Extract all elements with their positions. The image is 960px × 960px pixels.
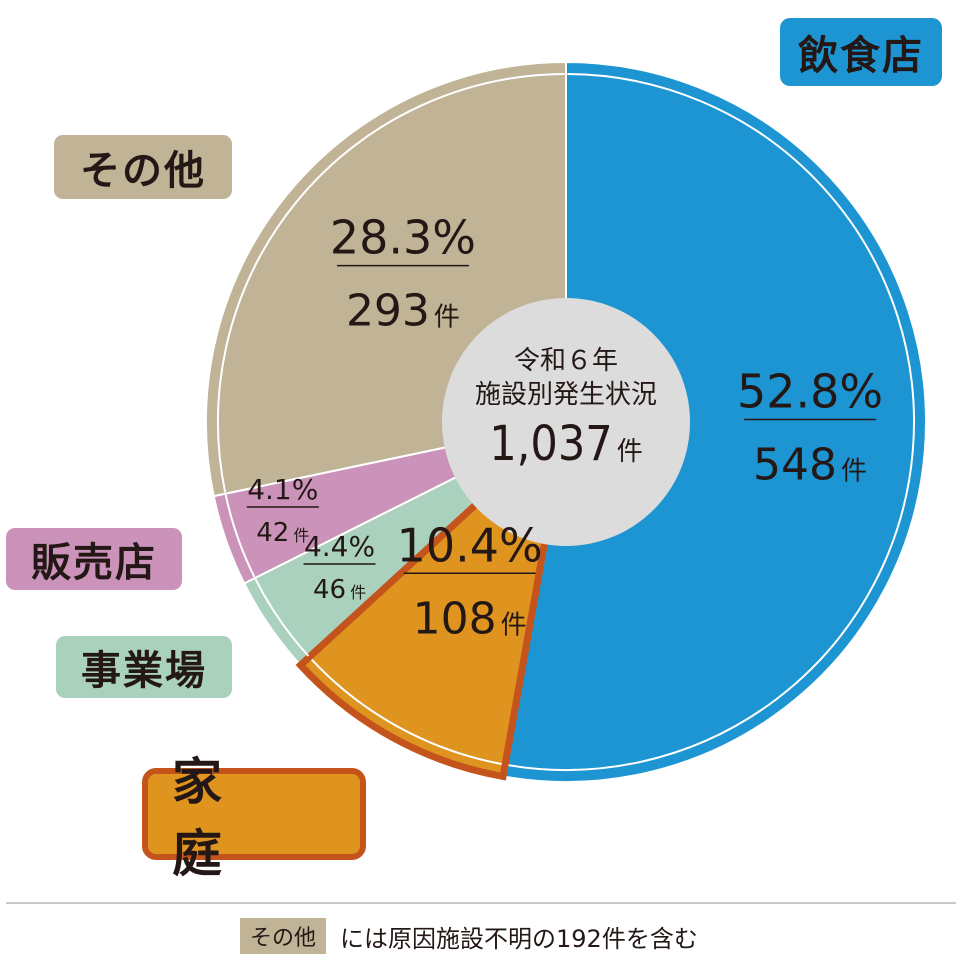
slice-ring-jigyo [254,578,310,657]
legend-tag-hanbai: 販売店 [6,528,182,590]
footnote-divider [6,902,956,904]
pie-slice-inshoku [501,60,928,783]
center-total-unit: 件 [616,437,643,467]
count-label-katei: 108 件 [413,593,527,644]
center-total-value: 1,037 [489,416,613,472]
center-hole [442,298,690,546]
count-label-jigyo: 46 件 [313,575,366,605]
legend-tag-jigyo: 事業場 [56,636,232,698]
center-year: 令和６年 [513,346,618,376]
legend-tag-inshoku: 飲食店 [780,18,942,86]
center-total: 1,037 件 [489,414,643,482]
percent-label-sonota: 28.3% [330,211,476,265]
footnote-badge: その他 [240,918,327,954]
percent-label-hanbai: 4.1% [247,473,318,506]
pie-slice-highlight-katei [295,412,572,781]
slice-ring-hanbai [224,494,256,578]
percent-label-jigyo: 4.4% [304,530,375,563]
slice-ring-inshoku [506,73,915,771]
count-label-sonota: 293 件 [346,286,460,337]
footnote-text: には原因施設不明の192件を含む [340,924,698,953]
count-label-inshoku: 548 件 [753,440,867,491]
center-summary: 令和６年 施設別発生状況 1,037 件 [442,318,690,508]
center-title: 施設別発生状況 [474,380,657,410]
count-label-hanbai: 42 件 [256,518,309,548]
legend-tag-katei: 家 庭 [142,753,366,883]
slice-ring-katei [309,657,504,766]
legend-tag-sonota: その他 [54,135,232,199]
footnote: その他 には原因施設不明の192件を含む [240,918,698,954]
percent-label-katei: 10.4% [397,518,543,572]
slice-ring-sonota [217,73,565,493]
percent-label-inshoku: 52.8% [737,365,883,419]
